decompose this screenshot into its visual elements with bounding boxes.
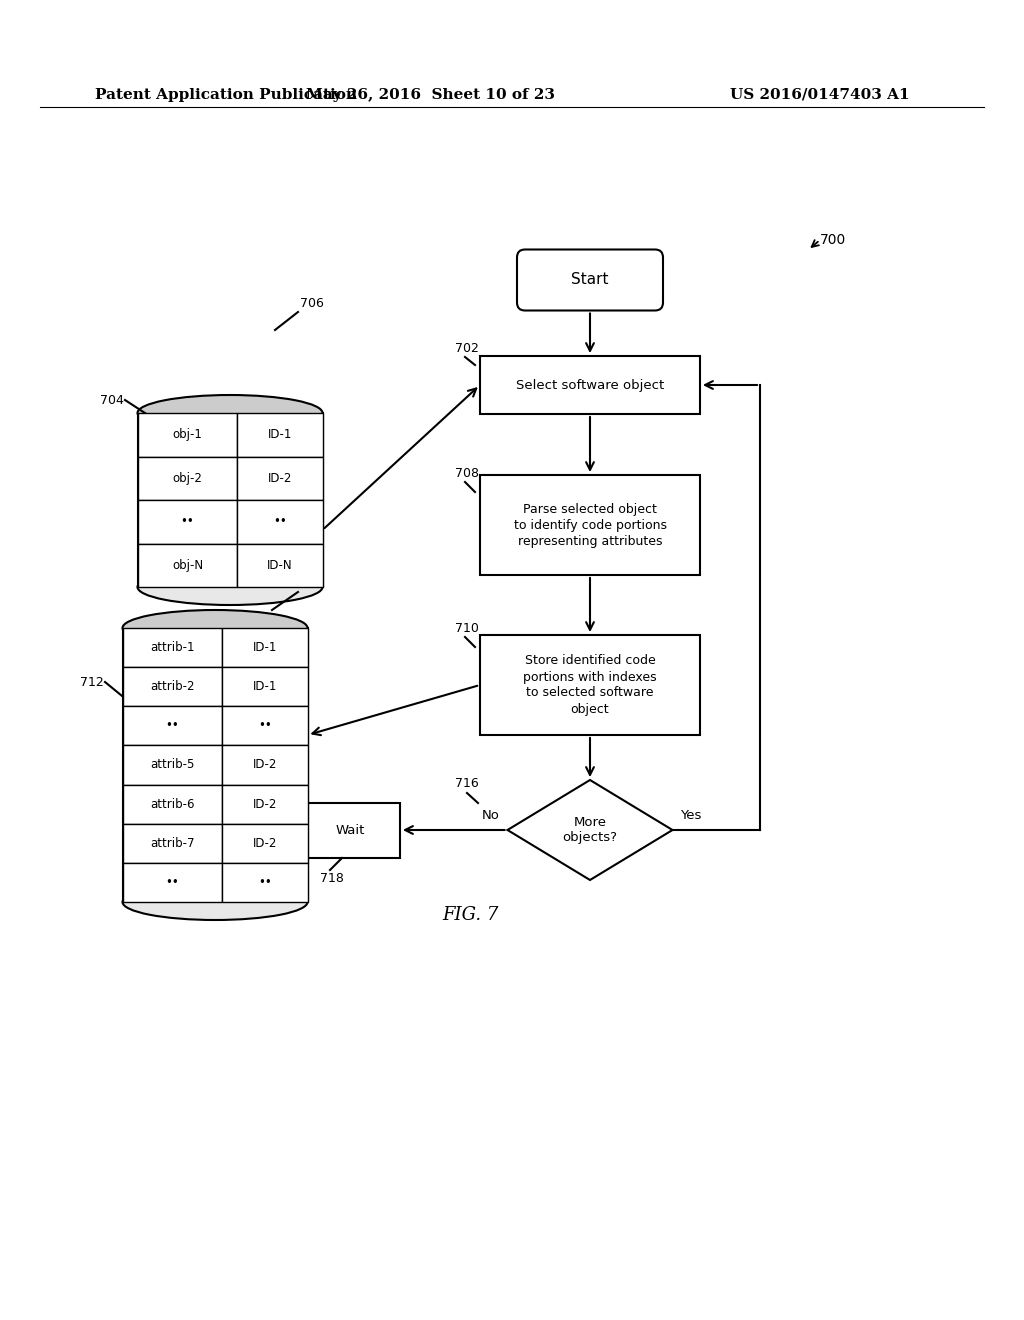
Text: 702: 702 (455, 342, 479, 355)
Text: obj-2: obj-2 (172, 471, 203, 484)
Text: More
objects?: More objects? (562, 816, 617, 843)
Bar (123, 667, 222, 706)
Text: 714: 714 (300, 577, 324, 590)
Text: 706: 706 (300, 297, 324, 310)
Polygon shape (508, 780, 673, 880)
Bar (238, 457, 323, 500)
Text: ID-1: ID-1 (253, 680, 278, 693)
Ellipse shape (137, 395, 323, 432)
Text: ID-2: ID-2 (253, 837, 278, 850)
Ellipse shape (123, 884, 307, 920)
Bar (300, 803, 400, 858)
Text: ••: •• (258, 876, 271, 888)
Ellipse shape (137, 569, 323, 605)
Text: Patent Application Publication: Patent Application Publication (95, 88, 357, 102)
Text: ••: •• (273, 515, 287, 528)
Text: ••: •• (180, 515, 195, 528)
Bar (222, 863, 307, 902)
Text: 718: 718 (319, 873, 344, 884)
Bar (222, 628, 307, 667)
Bar (123, 706, 222, 746)
Text: ••: •• (258, 719, 271, 733)
Text: attrib-2: attrib-2 (151, 680, 195, 693)
Text: FIG. 7: FIG. 7 (441, 906, 499, 924)
Text: US 2016/0147403 A1: US 2016/0147403 A1 (730, 88, 909, 102)
Bar (123, 784, 222, 824)
Text: 700: 700 (820, 234, 846, 247)
Text: Store identified code
portions with indexes
to selected software
object: Store identified code portions with inde… (523, 655, 656, 715)
Text: ID-1: ID-1 (267, 428, 292, 441)
Bar (222, 667, 307, 706)
Bar (480, 635, 700, 735)
Bar (137, 500, 238, 544)
Text: ID-2: ID-2 (267, 471, 292, 484)
Text: ID-2: ID-2 (253, 797, 278, 810)
Text: Yes: Yes (681, 809, 701, 822)
Text: 708: 708 (455, 467, 479, 480)
Text: attrib-6: attrib-6 (151, 797, 195, 810)
Bar (137, 413, 238, 457)
Bar (222, 784, 307, 824)
Bar (238, 544, 323, 587)
Text: Select software object: Select software object (516, 379, 665, 392)
Text: ••: •• (166, 876, 179, 888)
Bar (123, 628, 307, 902)
Bar (123, 746, 222, 784)
Text: ••: •• (166, 719, 179, 733)
Text: attrib-7: attrib-7 (151, 837, 195, 850)
Bar (123, 863, 222, 902)
Text: Parse selected object
to identify code portions
representing attributes: Parse selected object to identify code p… (513, 503, 667, 548)
Text: 710: 710 (455, 622, 479, 635)
Text: obj-N: obj-N (172, 558, 203, 572)
Bar (222, 746, 307, 784)
Text: Wait: Wait (335, 824, 365, 837)
Text: Start: Start (571, 272, 608, 288)
Bar (480, 475, 700, 576)
Bar (123, 824, 222, 863)
Text: 712: 712 (80, 676, 103, 689)
Ellipse shape (123, 610, 307, 645)
Text: obj-1: obj-1 (172, 428, 203, 441)
Text: No: No (481, 809, 500, 822)
Bar (238, 500, 323, 544)
Bar (137, 413, 323, 587)
Text: attrib-5: attrib-5 (151, 759, 195, 771)
Text: May 26, 2016  Sheet 10 of 23: May 26, 2016 Sheet 10 of 23 (305, 88, 555, 102)
Text: ID-1: ID-1 (253, 642, 278, 655)
Bar (137, 544, 238, 587)
Bar (123, 628, 222, 667)
Bar (222, 706, 307, 746)
Text: 716: 716 (455, 777, 479, 789)
Bar (137, 457, 238, 500)
Text: ID-2: ID-2 (253, 759, 278, 771)
Text: attrib-1: attrib-1 (151, 642, 195, 655)
Text: ID-N: ID-N (267, 558, 293, 572)
FancyBboxPatch shape (517, 249, 663, 310)
Bar (480, 356, 700, 414)
Bar (222, 824, 307, 863)
Bar (238, 413, 323, 457)
Text: 704: 704 (100, 393, 124, 407)
